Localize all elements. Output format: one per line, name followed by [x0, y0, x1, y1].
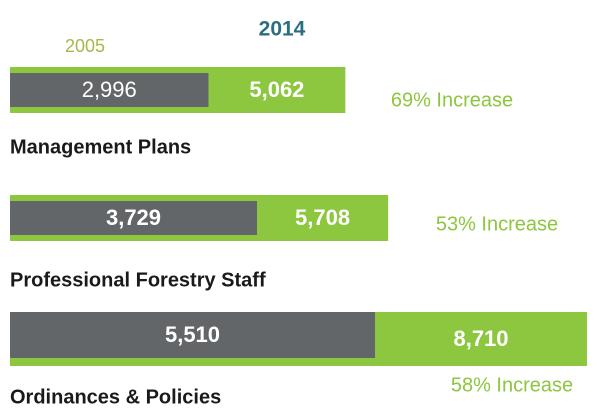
value-label-2014: 8,710: [453, 326, 508, 351]
bar-2005: [10, 312, 376, 358]
legend-2005: 2005: [65, 36, 105, 56]
value-label-2005: 2,996: [82, 77, 137, 102]
legend-2014: 2014: [259, 18, 306, 41]
annotation: 69% Increase: [391, 89, 513, 111]
category-label: Management Plans: [10, 136, 191, 158]
bar-2005: [10, 201, 258, 235]
annotation: 53% Increase: [436, 213, 558, 235]
value-label-2005: 5,510: [165, 322, 220, 347]
annotation: 58% Increase: [451, 374, 573, 396]
value-label-2014: 5,062: [249, 77, 304, 102]
bar-2005: [10, 73, 209, 107]
category-label: Ordinances & Policies: [10, 386, 221, 408]
category-label: Professional Forestry Staff: [10, 269, 266, 291]
value-label-2014: 5,708: [295, 205, 350, 230]
value-label-2005: 3,729: [106, 205, 161, 230]
